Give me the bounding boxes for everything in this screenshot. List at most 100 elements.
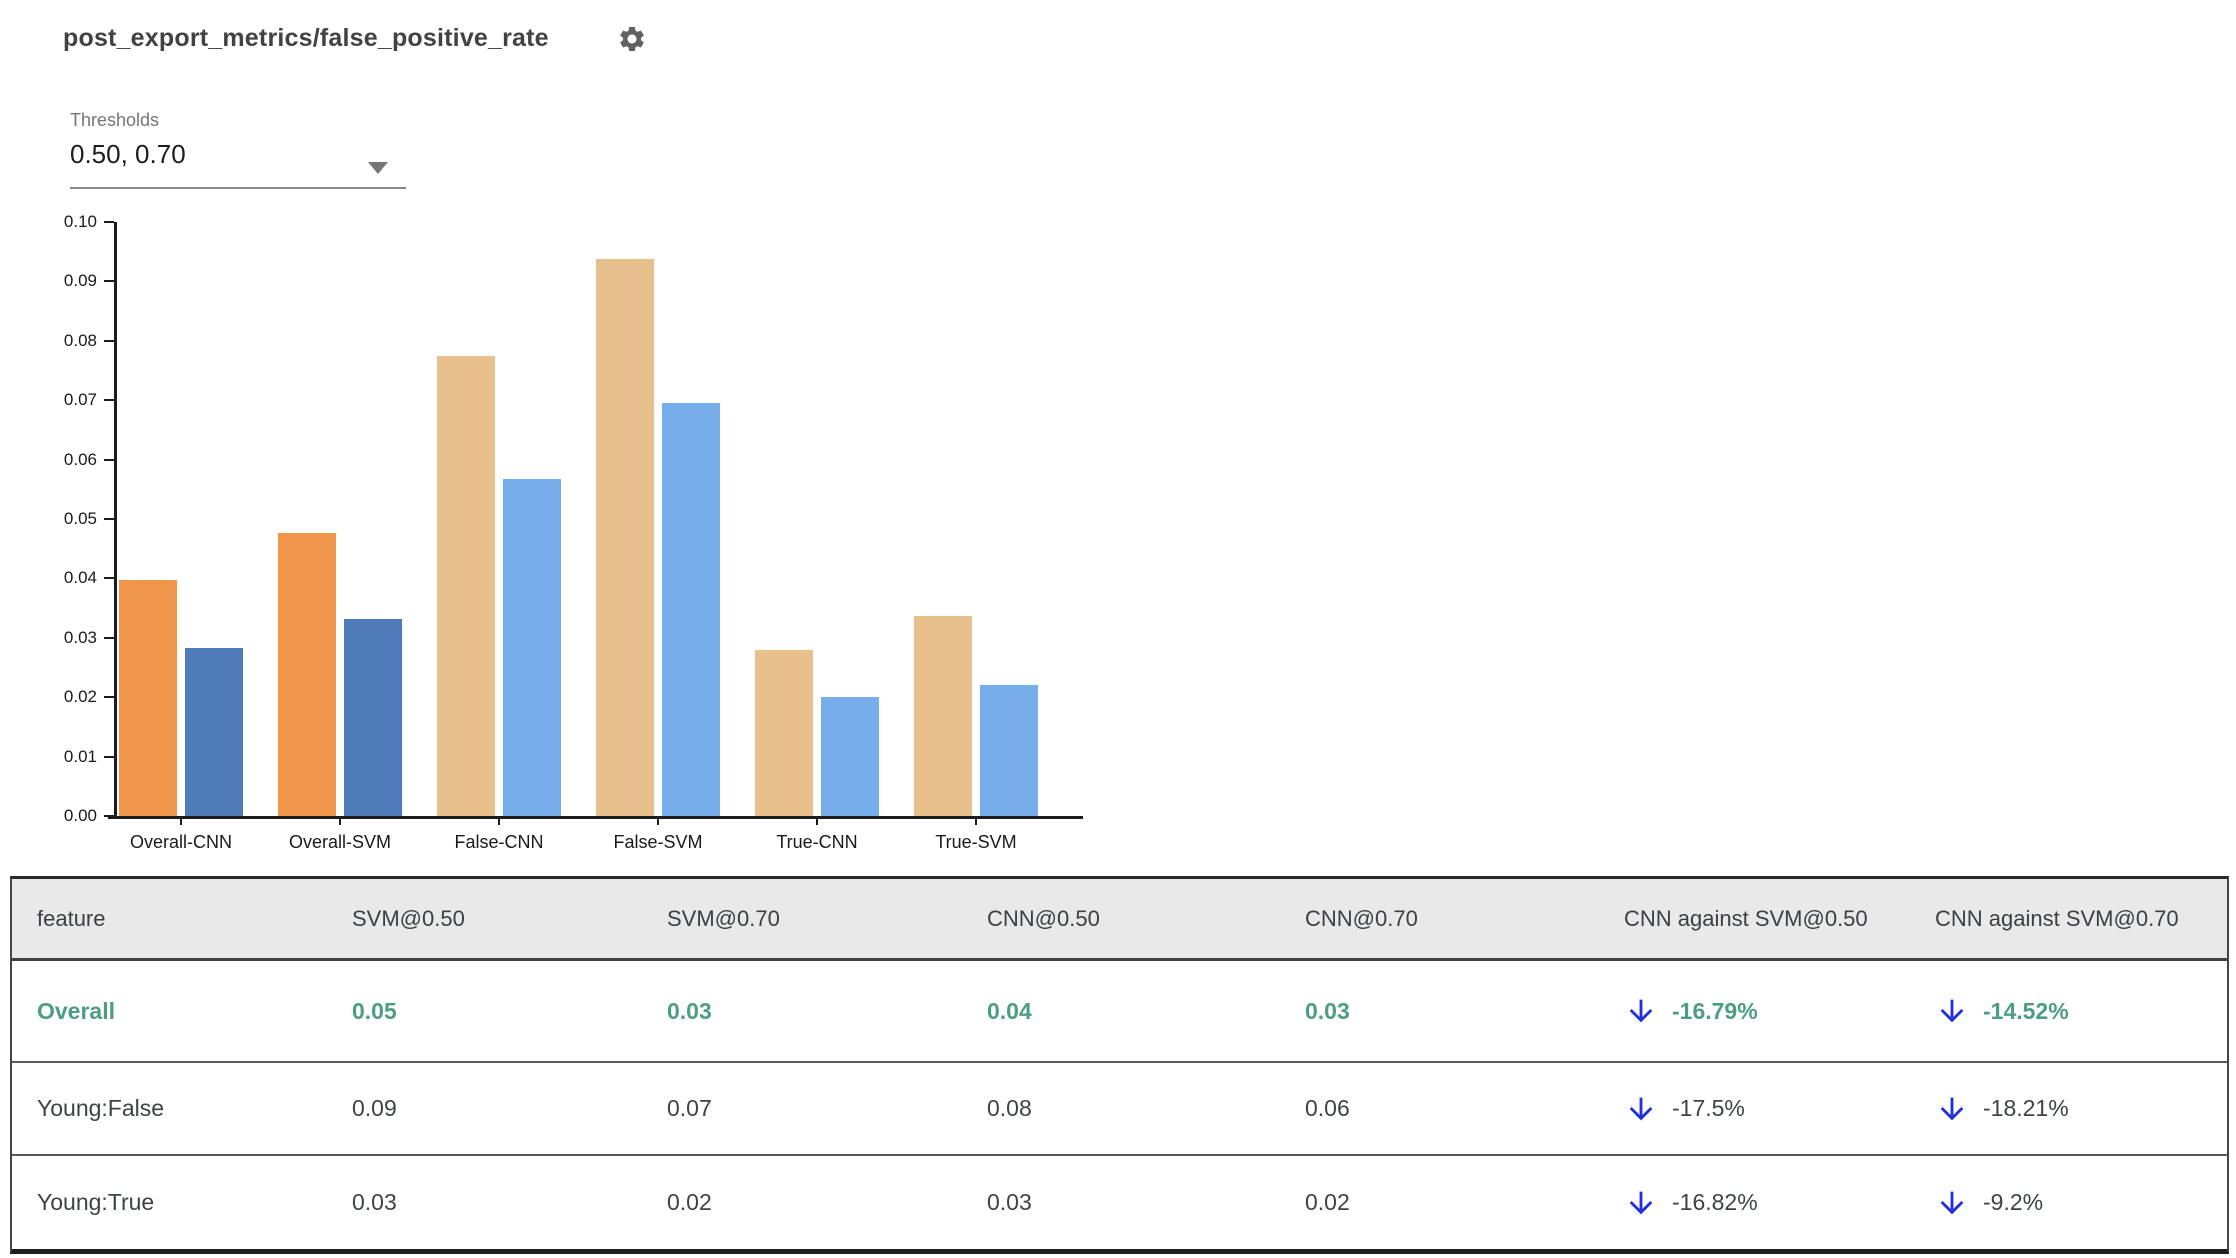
decrease-arrow-icon	[1940, 999, 1964, 1023]
bar-True-SVM-threshold0.50[interactable]	[914, 615, 972, 816]
bar-False-CNN-threshold0.50[interactable]	[437, 355, 495, 816]
delta-value: -16.82%	[1672, 1189, 1758, 1215]
y-axis-tick-label: 0.04	[63, 568, 97, 588]
delta-cell: -16.79%	[1614, 994, 1925, 1028]
x-axis-tick	[975, 816, 977, 825]
y-axis-tick-label: 0.08	[63, 330, 97, 350]
value-cell: 0.05	[352, 997, 397, 1024]
feature-cell: Overall	[37, 997, 115, 1024]
feature-cell: Young:False	[37, 1095, 165, 1121]
y-axis-tick	[104, 399, 114, 402]
bar-False-SVM-threshold0.70[interactable]	[662, 403, 720, 816]
y-axis-tick	[104, 339, 114, 342]
delta-cell: -14.52%	[1925, 994, 2227, 1028]
delta-cell: -16.82%	[1614, 1186, 1925, 1220]
value-cell: 0.03	[987, 1189, 1032, 1215]
value-cell: 0.09	[352, 1095, 397, 1121]
false-positive-rate-bar-chart: 0.00 0.01 0.02 0.03 0.04 0.05 0.06 0.07 0.08 0.09…	[64, 212, 1083, 852]
decrease-arrow-icon	[1940, 1191, 1964, 1214]
table-row: Young:False 0.09 0.07 0.08 0.06 -17.5% -…	[12, 1061, 2227, 1154]
table-row: Overall 0.05 0.03 0.04 0.03 -16.79% -14.…	[12, 961, 2227, 1061]
y-axis-tick	[104, 518, 114, 520]
x-axis-category-label: Overall-CNN	[129, 832, 232, 852]
bar-True-CNN-threshold0.50[interactable]	[755, 649, 813, 816]
delta-value: -14.52%	[1983, 997, 2069, 1024]
bar-Overall-SVM-threshold0.70[interactable]	[344, 618, 402, 816]
x-axis-tick	[498, 816, 500, 825]
chevron-down-icon[interactable]	[368, 162, 388, 174]
delta-cell: -17.5%	[1614, 1092, 1925, 1126]
y-axis-tick-label: 0.02	[63, 687, 97, 707]
y-axis-tick-label: 0.06	[63, 449, 97, 469]
dropdown-underline	[70, 187, 406, 189]
y-axis-tick-label: 0.01	[63, 746, 97, 766]
thresholds-value[interactable]: 0.50, 0.70	[70, 139, 186, 169]
x-axis-tick	[339, 816, 341, 825]
delta-value: -18.21%	[1983, 1095, 2069, 1121]
x-axis-category-label: False-CNN	[454, 832, 544, 852]
y-axis-tick	[104, 577, 114, 580]
metrics-table: feature SVM@0.50 SVM@0.70 CNN@0.50 CNN@0…	[10, 876, 2229, 1254]
col-header-feature: feature	[37, 905, 106, 931]
col-header-svm-070: SVM@0.70	[667, 905, 780, 931]
y-axis-tick	[104, 815, 114, 817]
bar-False-CNN-threshold0.70[interactable]	[503, 478, 561, 816]
delta-value: -16.79%	[1672, 997, 1758, 1024]
y-axis-tick-label: 0.05	[63, 509, 97, 528]
bar-Overall-CNN-threshold0.50[interactable]	[119, 579, 177, 816]
bar-True-CNN-threshold0.70[interactable]	[821, 696, 879, 816]
value-cell: 0.03	[1305, 997, 1350, 1024]
col-header-svm-050: SVM@0.50	[352, 905, 465, 931]
value-cell: 0.02	[667, 1189, 712, 1215]
y-axis-tick-label: 0.07	[63, 390, 97, 410]
decrease-arrow-icon	[1629, 999, 1653, 1023]
col-header-cnn-vs-svm-070: CNN against SVM@0.70	[1935, 905, 2179, 931]
bar-True-SVM-threshold0.70[interactable]	[980, 684, 1038, 816]
x-axis-tick	[657, 816, 659, 825]
value-cell: 0.07	[667, 1095, 712, 1121]
bar-False-SVM-threshold0.50[interactable]	[596, 258, 654, 816]
table-header-row: feature SVM@0.50 SVM@0.70 CNN@0.50 CNN@0…	[12, 879, 2227, 961]
x-axis-category-label: True-SVM	[935, 832, 1017, 852]
feature-cell: Young:True	[37, 1189, 155, 1215]
x-axis-category-label: True-CNN	[776, 832, 858, 852]
x-axis-line	[108, 816, 1083, 819]
y-axis-tick-label: 0.03	[63, 627, 97, 647]
page-title: post_export_metrics/false_positive_rate	[63, 24, 549, 52]
value-cell: 0.02	[1305, 1189, 1350, 1215]
x-axis-tick	[816, 816, 818, 825]
decrease-arrow-icon	[1629, 1191, 1653, 1214]
thresholds-dropdown[interactable]: Thresholds 0.50, 0.70	[70, 110, 406, 189]
x-axis-category-label: False-SVM	[613, 832, 703, 852]
y-axis-tick	[104, 696, 114, 699]
col-header-cnn-vs-svm-050: CNN against SVM@0.50	[1624, 905, 1868, 931]
x-axis-tick	[180, 816, 182, 825]
y-axis-tick	[104, 755, 114, 758]
thresholds-label: Thresholds	[70, 110, 160, 130]
y-axis-tick	[104, 458, 114, 461]
delta-cell: -18.21%	[1925, 1092, 2227, 1126]
col-header-cnn-070: CNN@0.70	[1305, 905, 1418, 931]
y-axis-tick-label: 0.10	[63, 212, 97, 231]
table-row: Young:True 0.03 0.02 0.03 0.02 -16.82% -…	[12, 1154, 2227, 1249]
delta-cell: -9.2%	[1925, 1186, 2227, 1220]
y-axis-tick	[104, 636, 114, 639]
x-axis-category-label: Overall-SVM	[288, 832, 391, 852]
settings-gear-icon[interactable]	[617, 24, 647, 54]
delta-value: -17.5%	[1672, 1095, 1745, 1121]
y-axis-tick	[104, 221, 114, 223]
value-cell: 0.06	[1305, 1095, 1350, 1121]
value-cell: 0.03	[667, 997, 712, 1024]
bar-Overall-SVM-threshold0.50[interactable]	[278, 532, 336, 816]
bar-Overall-CNN-threshold0.70[interactable]	[185, 648, 243, 816]
value-cell: 0.03	[352, 1189, 397, 1215]
y-axis-tick-label: 0.00	[63, 806, 97, 825]
y-axis-tick	[104, 280, 114, 283]
value-cell: 0.04	[987, 997, 1032, 1024]
decrease-arrow-icon	[1940, 1097, 1964, 1120]
col-header-cnn-050: CNN@0.50	[987, 905, 1100, 931]
y-axis-tick-label: 0.09	[63, 271, 97, 291]
decrease-arrow-icon	[1629, 1097, 1653, 1120]
y-axis-line	[114, 222, 117, 819]
delta-value: -9.2%	[1983, 1189, 2044, 1215]
